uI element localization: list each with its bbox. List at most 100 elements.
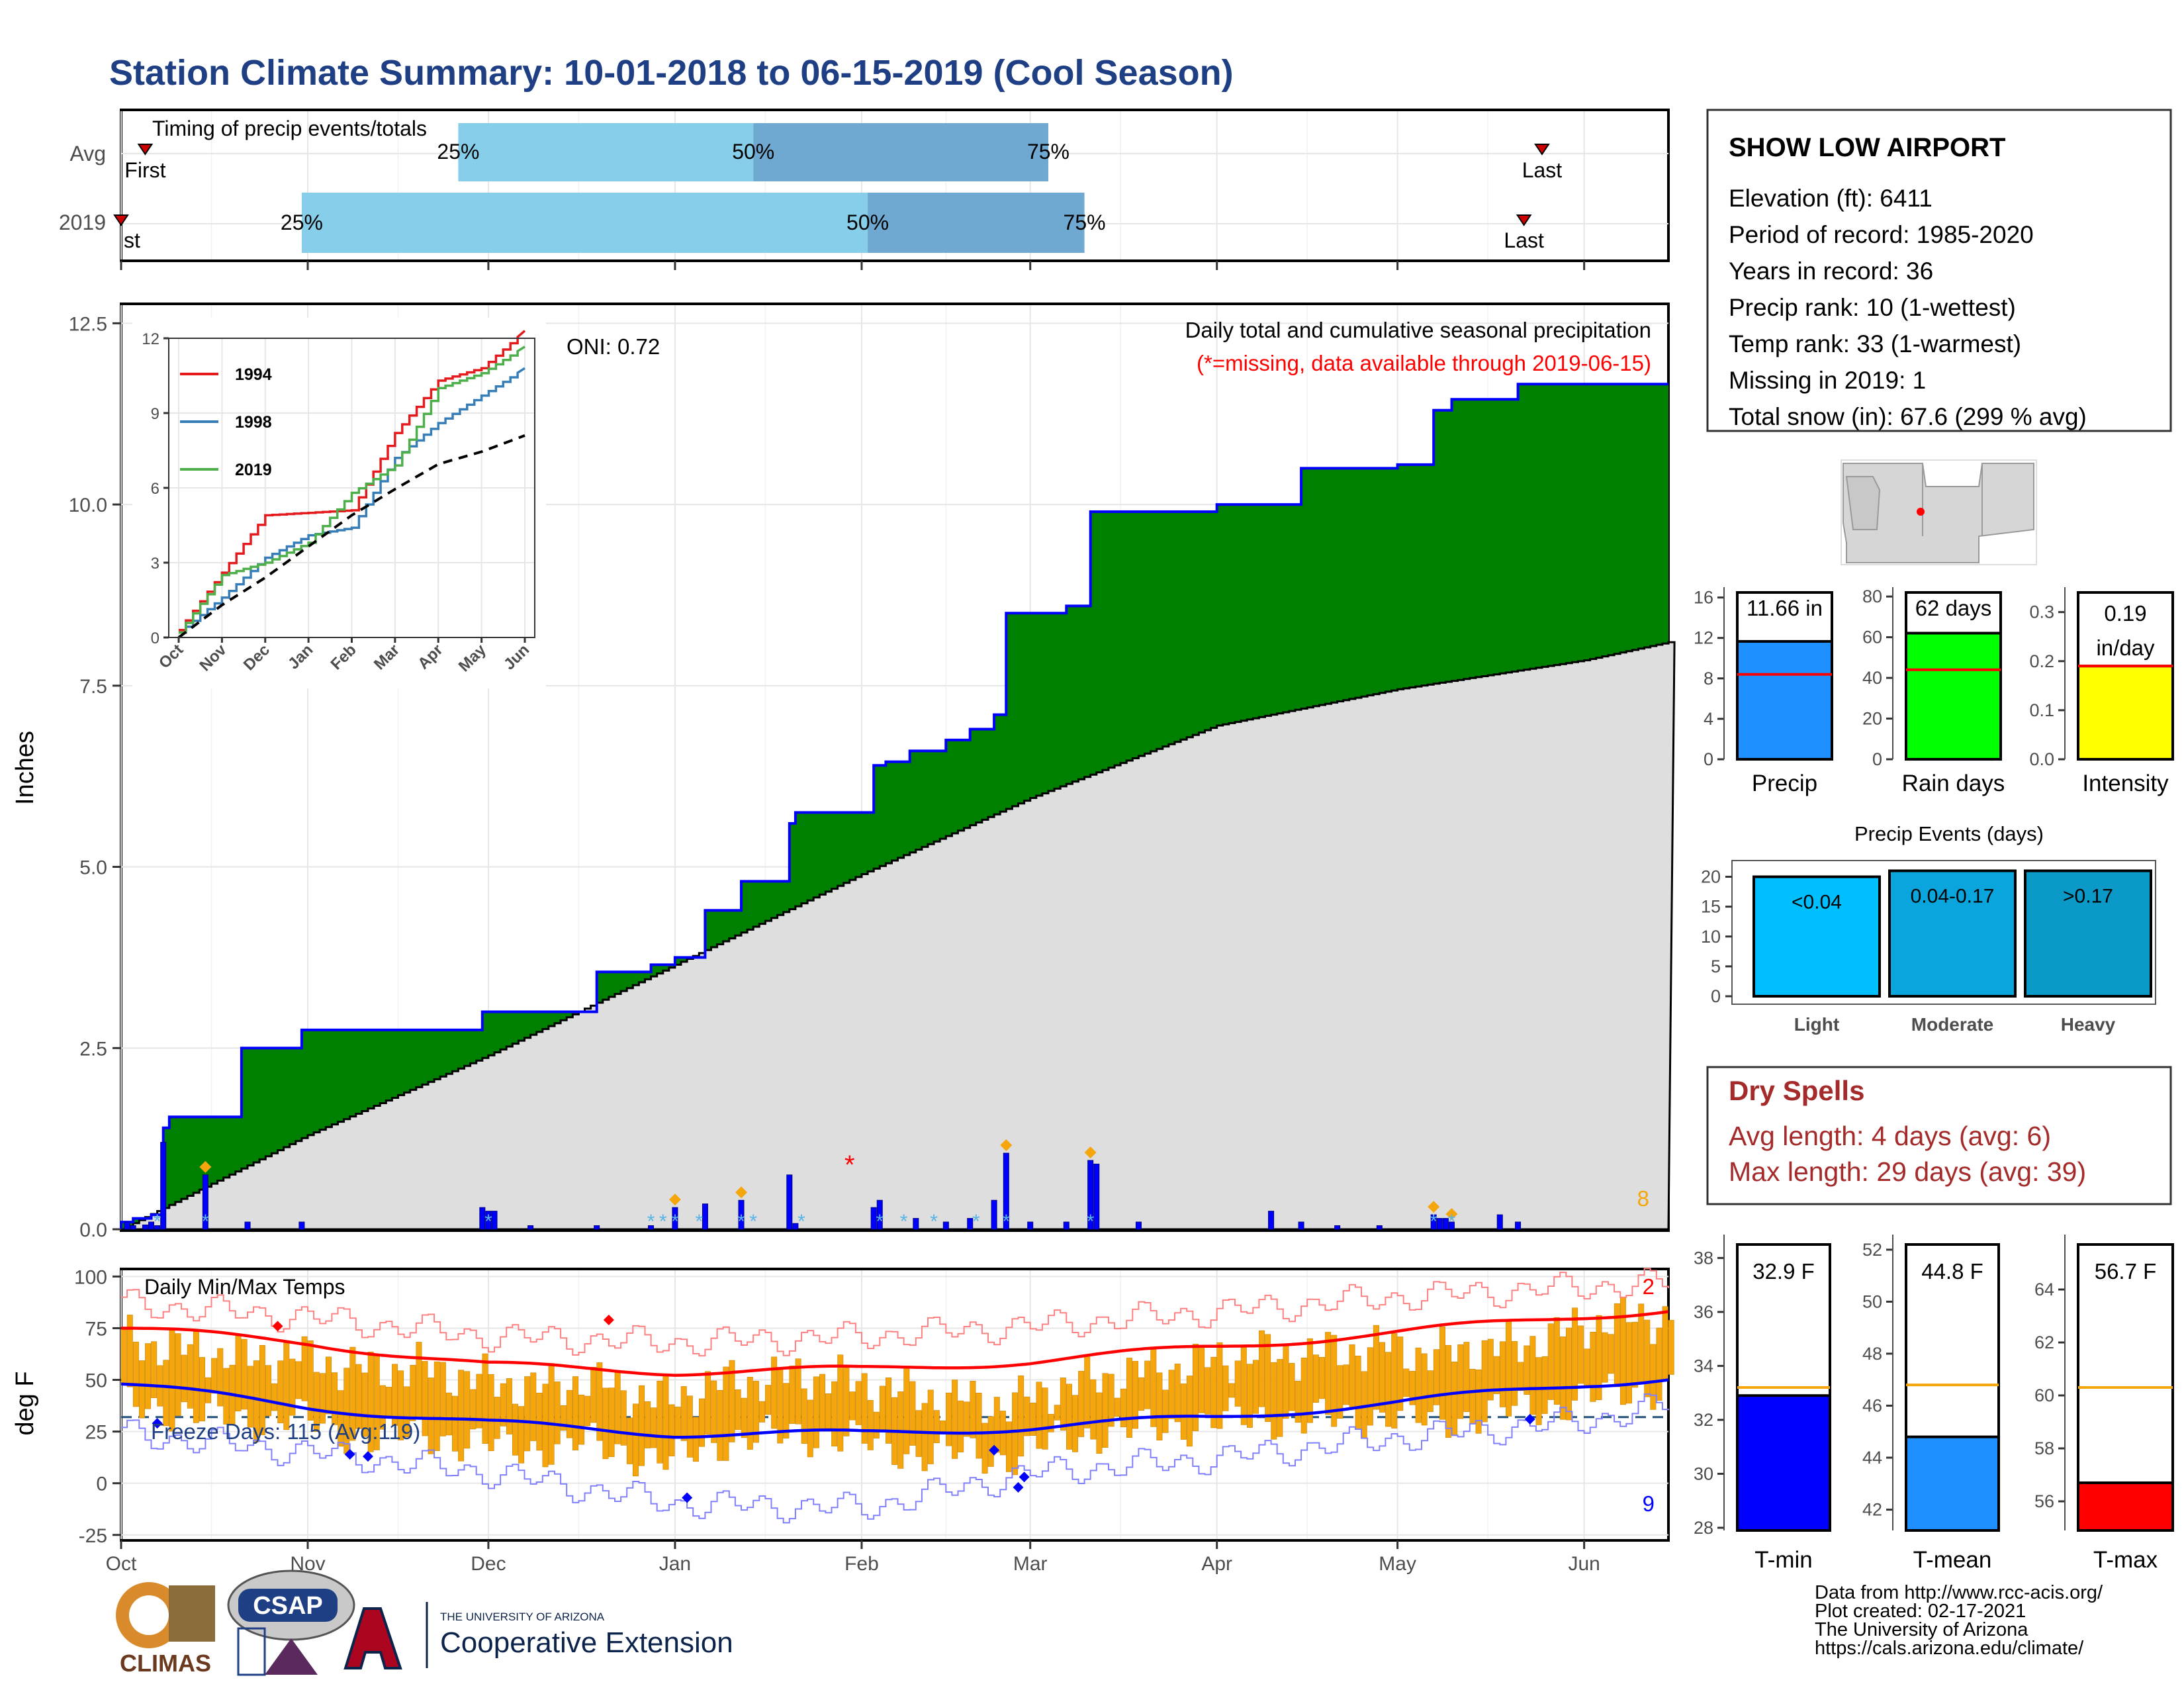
events-ytick-label: 15 bbox=[1701, 897, 1721, 917]
temp-summary-ytick-label: 50 bbox=[1862, 1291, 1882, 1311]
snow-day-marker: * bbox=[154, 1211, 161, 1233]
daily-temp-bar bbox=[759, 1401, 765, 1423]
summary-label: Intensity bbox=[2082, 771, 2169, 796]
daily-temp-bar bbox=[1150, 1346, 1157, 1427]
daily-temp-bar bbox=[1524, 1345, 1530, 1395]
timing-bar-25-50 bbox=[301, 193, 868, 253]
snow-day-marker: * bbox=[659, 1211, 667, 1233]
daily-temp-bar bbox=[500, 1383, 506, 1427]
daily-temp-bar bbox=[1222, 1365, 1229, 1411]
daily-temp-bar bbox=[259, 1344, 265, 1435]
summary-ytick-label: 0.1 bbox=[2029, 700, 2054, 720]
daily-temp-bar bbox=[1246, 1364, 1253, 1428]
daily-temp-bar bbox=[771, 1356, 778, 1429]
temp-ytick-label: 25 bbox=[85, 1422, 107, 1444]
station-info-box: SHOW LOW AIRPORT Elevation (ft): 6411 Pe… bbox=[1706, 109, 2172, 432]
timing-pct-label: 25% bbox=[281, 211, 323, 234]
inset-series-line bbox=[179, 346, 525, 634]
daily-temp-bar bbox=[1331, 1335, 1338, 1427]
daily-temp-bar bbox=[1060, 1378, 1066, 1431]
temp-summary-value: 56.7 F bbox=[2095, 1259, 2157, 1284]
summary-ytick-label: 0.3 bbox=[2029, 602, 2054, 622]
first-marker bbox=[113, 214, 129, 226]
daily-temp-bar bbox=[1126, 1358, 1132, 1438]
daily-temp-bar bbox=[1186, 1376, 1193, 1447]
daily-temp-bar bbox=[651, 1407, 657, 1448]
daily-temp-bar bbox=[952, 1380, 958, 1459]
daily-temp-bar bbox=[187, 1344, 193, 1409]
timing-panel: 25% 50% 75% 25% 50% 75% First Last st Last Timing… bbox=[59, 109, 1670, 270]
temp-summary-ytick-label: 36 bbox=[1694, 1302, 1713, 1322]
daily-temp-bar bbox=[1355, 1356, 1361, 1429]
daily-temp-bar bbox=[1228, 1383, 1235, 1398]
daily-temp-bar bbox=[416, 1342, 422, 1418]
temp-summary-ytick-label: 34 bbox=[1694, 1356, 1713, 1376]
snow-day-marker: * bbox=[972, 1211, 980, 1233]
daily-temp-bar bbox=[645, 1401, 651, 1448]
daily-temp-bar bbox=[265, 1365, 272, 1417]
daily-temp-bar bbox=[211, 1358, 218, 1394]
daily-temp-bar bbox=[789, 1366, 796, 1424]
temp-summary-label: T-max bbox=[2093, 1547, 2158, 1573]
daily-temp-bar bbox=[1668, 1320, 1674, 1375]
summary-value-bar bbox=[1736, 639, 1833, 761]
station-temp-rank: Temp rank: 33 (1-warmest) bbox=[1729, 330, 2021, 357]
daily-temp-bar bbox=[717, 1389, 723, 1461]
average-cumulative-area bbox=[121, 641, 1676, 1231]
daily-temp-bar bbox=[1506, 1321, 1512, 1417]
temp-summary-ytick-label: 56 bbox=[2034, 1491, 2054, 1511]
missing-note: (*=missing, data available through 2019-… bbox=[1197, 351, 1651, 375]
daily-temp-bar bbox=[1102, 1373, 1109, 1448]
daily-temp-bar bbox=[879, 1385, 886, 1430]
daily-temp-bar bbox=[795, 1358, 801, 1425]
temp-summary-bar bbox=[2077, 1481, 2174, 1532]
daily-temp-bar bbox=[163, 1360, 169, 1427]
csap-logo-text: CSAP bbox=[253, 1592, 323, 1620]
daily-temp-bar bbox=[1271, 1362, 1277, 1440]
daily-temp-bar bbox=[1602, 1332, 1608, 1383]
summary-ytick-label: 40 bbox=[1862, 668, 1882, 688]
temp-summary-ytick-label: 48 bbox=[1862, 1344, 1882, 1364]
daily-temp-bar bbox=[1210, 1356, 1217, 1429]
daily-temp-bar bbox=[1216, 1342, 1223, 1429]
daily-temp-bar bbox=[433, 1361, 440, 1451]
footer-created: Plot created: 02-17-2021 bbox=[1815, 1601, 2026, 1622]
daily-temp-bar bbox=[1162, 1389, 1169, 1433]
daily-precip-bar bbox=[130, 1225, 136, 1230]
daily-temp-bar bbox=[283, 1342, 290, 1430]
temp-summary-ytick-label: 60 bbox=[2034, 1385, 2054, 1405]
daily-temp-bar bbox=[1445, 1344, 1452, 1438]
daily-temp-bar bbox=[1397, 1336, 1404, 1411]
snow-day-marker: * bbox=[647, 1211, 655, 1233]
footer-source: Data from http://www.rcc-acis.org/ bbox=[1815, 1582, 2103, 1603]
precip-ytick-label: 12.5 bbox=[69, 313, 107, 335]
temp-summary-ytick-label: 32 bbox=[1694, 1410, 1713, 1430]
daily-temp-bar bbox=[958, 1400, 964, 1452]
daily-temp-bar bbox=[1283, 1344, 1289, 1419]
daily-precip-bar bbox=[967, 1218, 974, 1230]
daily-temp-bar bbox=[578, 1394, 585, 1445]
last-label-2019: Last bbox=[1504, 228, 1544, 252]
inset-ytick-label: 3 bbox=[151, 555, 159, 573]
events-bar bbox=[2024, 869, 2152, 998]
daily-temp-bar bbox=[1590, 1331, 1596, 1402]
daily-temp-bar bbox=[379, 1385, 386, 1430]
record-marker bbox=[1013, 1481, 1024, 1493]
daily-precip-bar bbox=[648, 1225, 655, 1230]
daily-temp-bar bbox=[138, 1360, 145, 1419]
daily-temp-bar bbox=[392, 1364, 398, 1426]
events-ytick-label: 0 bbox=[1711, 986, 1721, 1006]
daily-temp-bar bbox=[301, 1336, 308, 1401]
temp-summary-bar bbox=[1905, 1435, 2000, 1532]
summary-ytick-label: 12 bbox=[1694, 628, 1713, 648]
daily-temp-bar bbox=[1259, 1330, 1265, 1407]
daily-temp-bar bbox=[1349, 1344, 1355, 1410]
daily-precip-bar bbox=[1087, 1160, 1094, 1230]
summary-value-unit: in/day bbox=[2096, 635, 2155, 660]
snow-day-marker: * bbox=[1002, 1211, 1010, 1233]
daily-temp-bar bbox=[1487, 1338, 1494, 1401]
daily-precip-bar bbox=[870, 1207, 877, 1230]
last-label-avg: Last bbox=[1522, 158, 1563, 182]
daily-temp-bar bbox=[295, 1361, 302, 1399]
